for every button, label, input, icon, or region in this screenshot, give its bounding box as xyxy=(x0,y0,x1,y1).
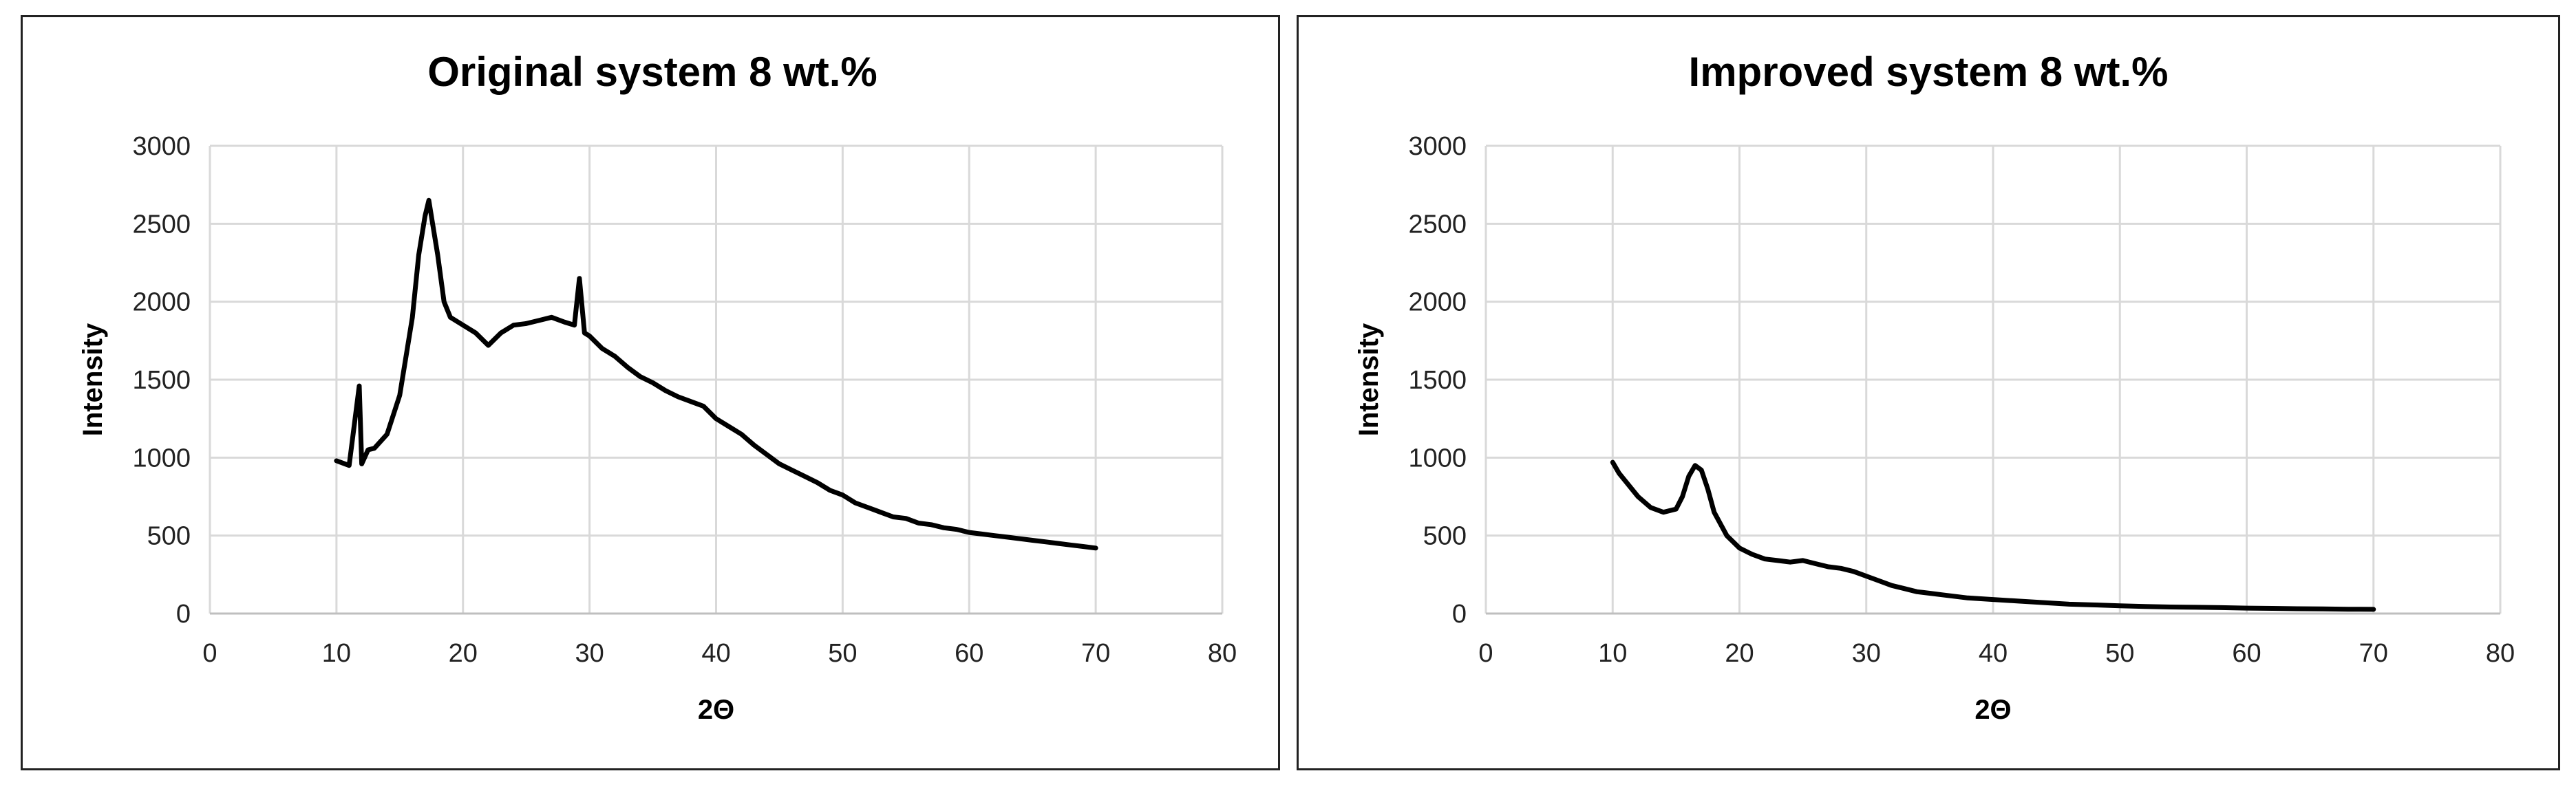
x-tick-label: 50 xyxy=(828,639,857,668)
x-tick-label: 0 xyxy=(1478,639,1493,668)
y-tick-label: 1000 xyxy=(1408,444,1467,473)
x-tick-label: 60 xyxy=(2232,639,2261,668)
x-tick-label: 20 xyxy=(1725,639,1754,668)
x-tick-label: 20 xyxy=(449,639,478,668)
x-tick-label: 30 xyxy=(575,639,604,668)
series-line xyxy=(334,197,1098,551)
y-tick-label: 500 xyxy=(1423,522,1467,551)
chart-original-svg: Original system 8 wt.%050010001500200025… xyxy=(78,49,1237,725)
y-axis-label: Intensity xyxy=(78,323,108,436)
y-tick-label: 1500 xyxy=(132,366,191,395)
chart-title: Original system 8 wt.% xyxy=(427,49,877,95)
x-tick-label: 40 xyxy=(701,639,730,668)
y-tick-label: 1500 xyxy=(1408,366,1467,395)
y-axis-label: Intensity xyxy=(1354,323,1384,436)
x-tick-label: 10 xyxy=(322,639,351,668)
y-tick-label: 3000 xyxy=(132,132,191,161)
chart-panel-original: Original system 8 wt.% 0 500 1000 1500 2000 25… xyxy=(21,15,1280,770)
chart-title: Improved system 8 wt.% xyxy=(1689,49,2169,95)
y-tick-label: 2500 xyxy=(132,210,191,239)
y-tick-label: 1000 xyxy=(132,444,191,473)
x-tick-label: 80 xyxy=(2486,639,2515,668)
y-tick-label: 2000 xyxy=(1408,288,1467,317)
x-tick-label: 60 xyxy=(955,639,983,668)
chart-improved-svg: Improved system 8 wt.%050010001500200025… xyxy=(1354,49,2515,725)
y-tick-label: 2000 xyxy=(132,288,191,317)
x-tick-label: 50 xyxy=(2105,639,2134,668)
y-tick-label: 2500 xyxy=(1408,210,1467,239)
x-tick-label: 0 xyxy=(202,639,217,668)
x-tick-label: 70 xyxy=(1081,639,1110,668)
chart-panel-improved: Improved system 8 wt.% 0 500 1000 1500 2000 25… xyxy=(1297,15,2560,770)
x-axis-label: 2Θ xyxy=(698,695,734,725)
y-tick-label: 0 xyxy=(176,600,191,629)
series-line xyxy=(1610,459,2376,612)
x-tick-label: 80 xyxy=(1208,639,1237,668)
x-tick-label: 10 xyxy=(1598,639,1627,668)
x-axis-label: 2Θ xyxy=(1974,695,2011,725)
x-tick-label: 70 xyxy=(2359,639,2388,668)
x-tick-label: 40 xyxy=(1979,639,2008,668)
y-tick-label: 0 xyxy=(1452,600,1467,629)
y-tick-label: 500 xyxy=(147,522,191,551)
y-tick-label: 3000 xyxy=(1408,132,1467,161)
x-tick-label: 30 xyxy=(1852,639,1881,668)
